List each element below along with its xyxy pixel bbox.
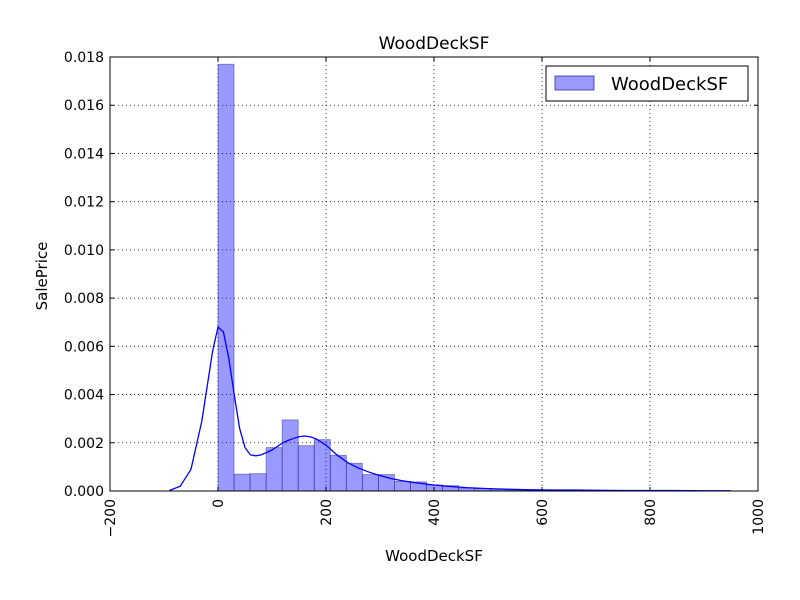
y-tick-label: 0.002	[64, 436, 104, 452]
legend-box	[545, 65, 749, 102]
x-axis-label: WoodDeckSF	[385, 547, 483, 565]
x-tick-label: 600	[535, 499, 551, 526]
x-axis-ticks: −200 0 200 400 600 800 1000	[103, 57, 767, 537]
y-tick-label: 0.006	[64, 339, 104, 355]
legend-swatch	[554, 75, 595, 91]
y-axis-ticks: 0.000 0.002 0.004 0.006 0.008 0.010 0.012 0.014…	[64, 50, 758, 500]
y-tick-label: 0.010	[64, 243, 104, 259]
y-tick-label: 0.014	[64, 146, 104, 162]
x-tick-label: 400	[427, 499, 443, 526]
y-tick-label: 0.008	[64, 291, 104, 307]
x-tick-label: 200	[319, 499, 335, 526]
histogram-bar	[394, 480, 411, 492]
y-tick-label: 0.000	[64, 484, 104, 500]
y-tick-label: 0.004	[64, 388, 104, 404]
histogram-bars	[217, 63, 700, 492]
histogram-bar	[233, 473, 251, 492]
kde-curve	[169, 325, 731, 492]
x-tick-label: 800	[643, 499, 659, 526]
histogram-bar	[265, 447, 283, 492]
histogram-bar	[361, 474, 379, 492]
grid	[110, 57, 758, 491]
histogram-bar	[249, 473, 267, 492]
legend-label: WoodDeckSF	[611, 74, 728, 95]
y-axis-label: SalePrice	[33, 242, 51, 311]
x-tick-label: 1000	[751, 499, 767, 535]
x-tick-label: 0	[211, 499, 227, 508]
histogram-bar	[297, 445, 315, 492]
histogram-bar	[345, 462, 363, 492]
histogram-bar	[217, 63, 235, 492]
histogram-bar	[281, 419, 299, 492]
chart-title: WoodDeckSF	[379, 34, 490, 54]
legend: WoodDeckSF	[545, 65, 749, 102]
y-tick-label: 0.012	[64, 195, 104, 211]
x-tick-label: −200	[103, 499, 119, 537]
y-tick-label: 0.016	[64, 98, 104, 114]
y-tick-label: 0.018	[64, 50, 104, 66]
